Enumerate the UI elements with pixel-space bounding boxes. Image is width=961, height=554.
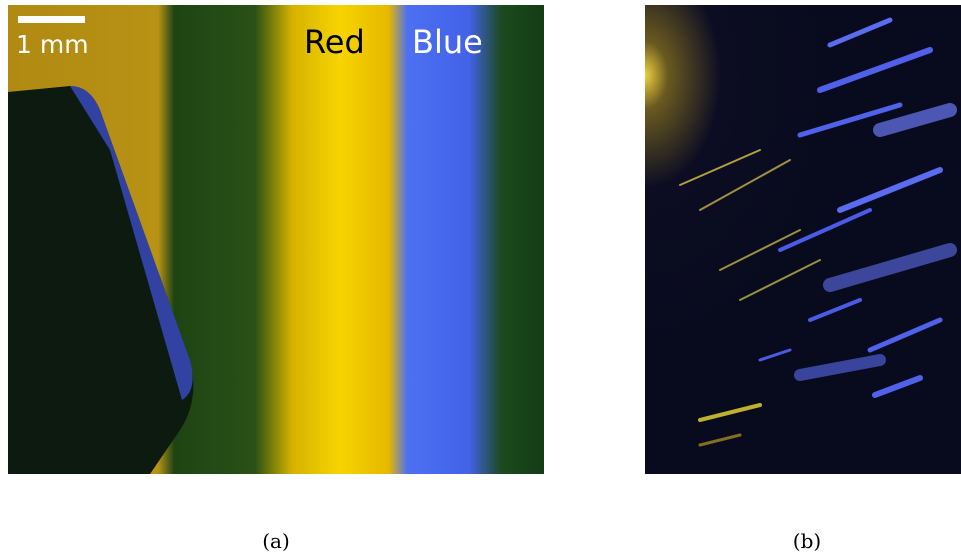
page: 1 mm Red Blue (a) (b) (() => { c <box>0 0 961 554</box>
scale-bar <box>18 16 85 23</box>
caption: (b) <box>793 529 821 553</box>
label-blue: Blue <box>412 23 483 61</box>
panel-b <box>645 5 961 474</box>
panel-a: 1 mm Red Blue <box>8 5 544 474</box>
caption: (a) <box>262 529 290 553</box>
scale-label: 1 mm <box>16 30 89 59</box>
figure: 1 mm Red Blue (a) (b) <box>0 0 961 554</box>
label-red: Red <box>304 23 365 61</box>
